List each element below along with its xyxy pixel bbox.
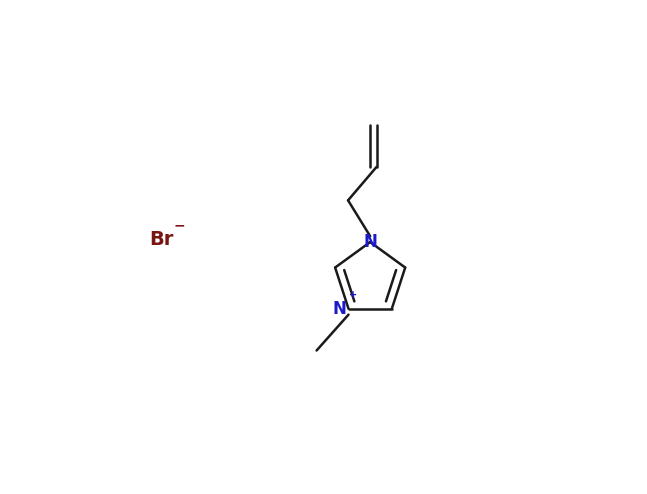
Text: −: −	[173, 218, 185, 232]
Text: +: +	[349, 290, 358, 300]
Text: N: N	[332, 300, 346, 318]
Text: Br: Br	[149, 230, 173, 249]
Text: N: N	[363, 233, 377, 251]
